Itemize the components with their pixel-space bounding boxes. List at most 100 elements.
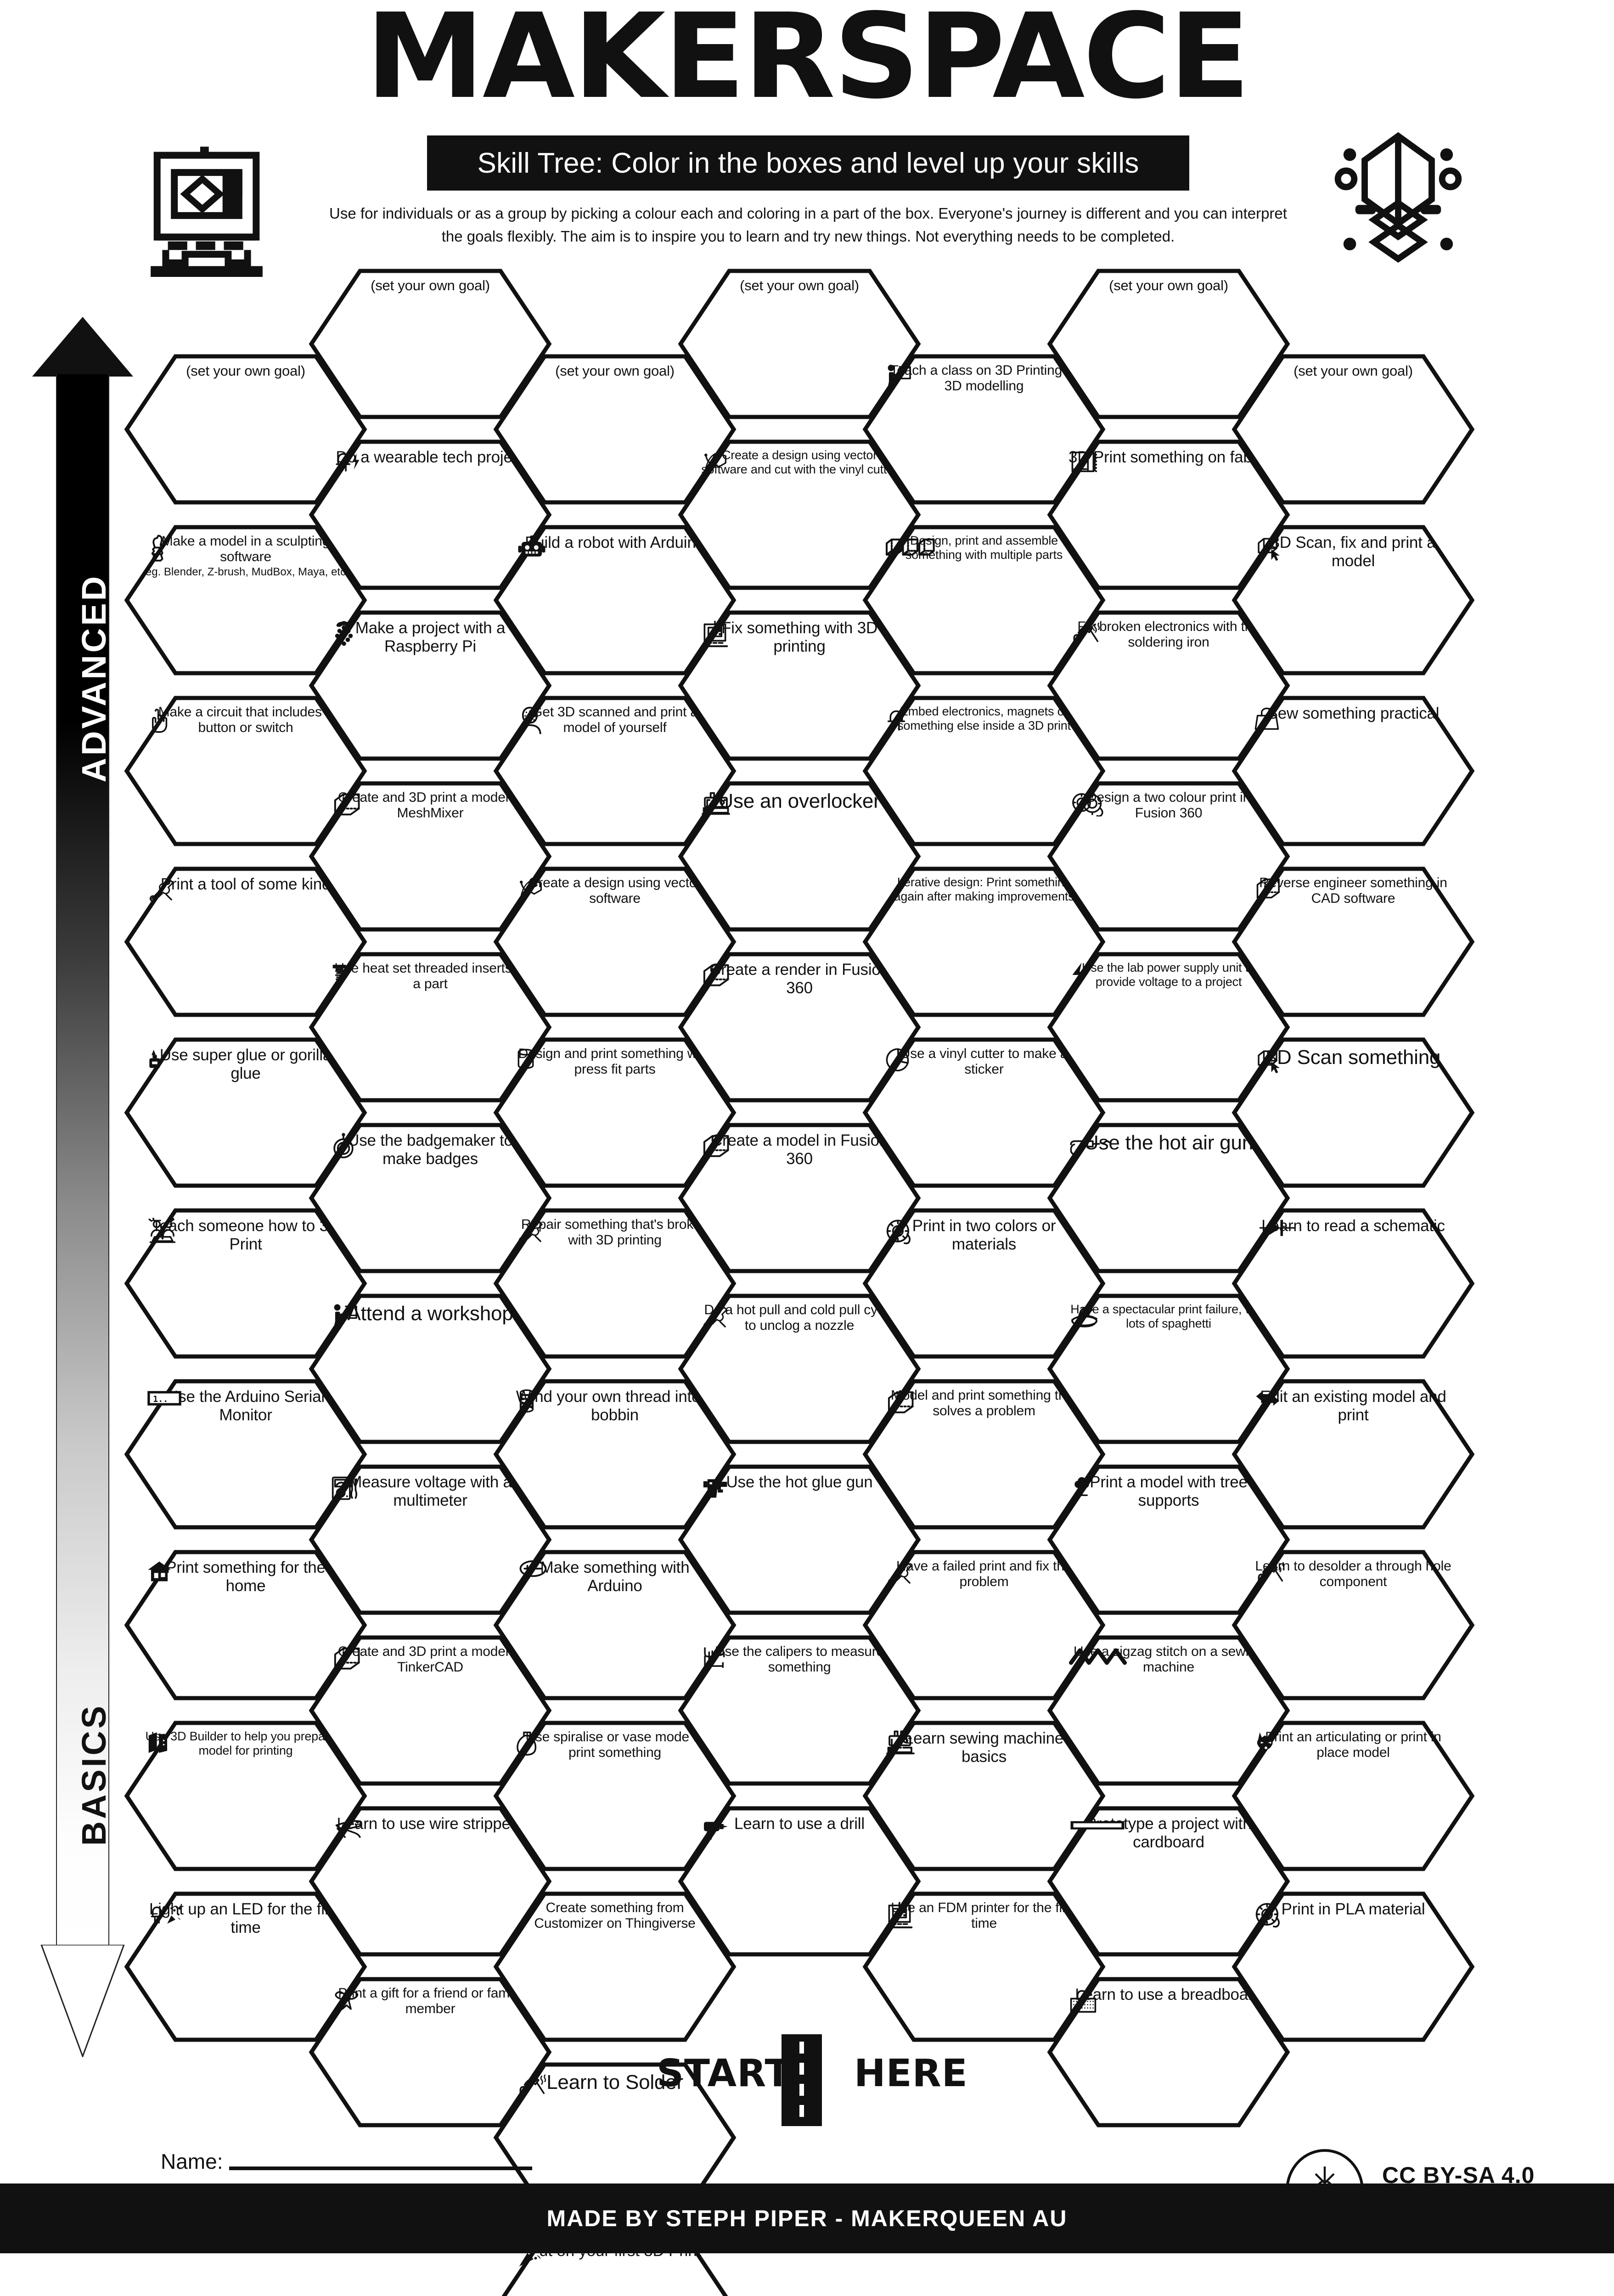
skill-hex[interactable]: Use an overlocker: [678, 781, 921, 932]
skill-hex[interactable]: Reverse engineer something in CAD softwa…: [1232, 866, 1475, 1018]
skill-label: Print a tool of some kind: [160, 875, 331, 893]
subtitle-banner: Skill Tree: Color in the boxes and level…: [427, 135, 1189, 191]
skill-hex[interactable]: Learn to use wire strippers: [309, 1806, 552, 1957]
skill-hex[interactable]: Use the Arduino Serial Monitor 1..: [124, 1379, 367, 1530]
skill-hex[interactable]: Do a wearable tech project: [309, 439, 552, 591]
skill-hex[interactable]: Use a vinyl cutter to make a sticker: [862, 1037, 1106, 1188]
skill-label: (set your own goal): [1293, 363, 1413, 379]
skill-label: 3D Scan, fix and print a model: [1271, 534, 1436, 570]
skill-hex[interactable]: Design and print something with press fi…: [493, 1037, 737, 1188]
skill-label: Print a gift for a friend or family memb…: [338, 1986, 523, 2017]
skill-label: Wind your own thread into a bobbin: [516, 1388, 714, 1424]
skill-hex[interactable]: Make a project with a Raspberry Pi: [309, 610, 552, 761]
skill-hex[interactable]: Learn to Solder: [493, 2062, 737, 2213]
skill-label: Reverse engineer something in CAD softwa…: [1259, 875, 1447, 906]
skill-hex[interactable]: Learn to use a drill: [678, 1806, 921, 1957]
skill-hex[interactable]: Print something for the home: [124, 1549, 367, 1701]
skill-hex[interactable]: Do a hot pull and cold pull cycle to unc…: [678, 1293, 921, 1445]
skill-label: Make a circuit that includes a button or…: [158, 704, 333, 736]
skill-label: Do a wearable tech project: [336, 448, 525, 466]
skill-hex[interactable]: Repair something that's broken with 3D p…: [493, 1208, 737, 1359]
skill-hex[interactable]: Prototype a project with cardboard: [1047, 1806, 1290, 1957]
skill-hex[interactable]: Have a failed print and fix the problem: [862, 1549, 1106, 1701]
skill-label: Fix broken electronics with the solderin…: [1077, 619, 1260, 650]
skill-label: 3D Print something on fabric: [1068, 448, 1269, 466]
skill-hex[interactable]: Attend a workshop: [309, 1293, 552, 1445]
footer-bar: MADE BY STEPH PIPER - MAKERQUEEN AU: [0, 2183, 1614, 2253]
skill-hex[interactable]: Wind your own thread into a bobbin: [493, 1379, 737, 1530]
skill-hex-goal-placeholder[interactable]: (set your own goal): [493, 354, 737, 505]
skill-hex[interactable]: Iterative design: Print something again …: [862, 866, 1106, 1018]
skill-hex-goal-placeholder[interactable]: (set your own goal): [1047, 268, 1290, 420]
skill-hex[interactable]: Make something with Arduino: [493, 1549, 737, 1701]
skill-hex-goal-placeholder[interactable]: (set your own goal): [124, 354, 367, 505]
skill-label: Embed electronics, magnets or something …: [897, 704, 1071, 732]
skill-hex[interactable]: Fix broken electronics with the solderin…: [1047, 610, 1290, 761]
skill-hex[interactable]: Sew something practical: [1232, 695, 1475, 847]
skill-hex[interactable]: Edit an existing model and print: [1232, 1379, 1475, 1530]
skill-hex[interactable]: Measure voltage with a multimeter: [309, 1464, 552, 1615]
skill-hex[interactable]: Use the calipers to measure something: [678, 1635, 921, 1786]
skill-hex[interactable]: Teach someone how to 3D Print: [124, 1208, 367, 1359]
skill-hex[interactable]: Light up an LED for the first time: [124, 1891, 367, 2043]
skill-hex-goal-placeholder[interactable]: (set your own goal): [1232, 354, 1475, 505]
skill-hex[interactable]: Create and 3D print a model in TinkerCAD: [309, 1635, 552, 1786]
skill-label: (set your own goal): [555, 363, 675, 379]
skill-hex[interactable]: Use 3D Builder to help you prepare a mod…: [124, 1720, 367, 1872]
skill-hex[interactable]: Create and 3D print a model in MeshMixer: [309, 781, 552, 932]
name-input-rule[interactable]: [229, 2167, 533, 2170]
skill-hex[interactable]: Get 3D scanned and print a model of your…: [493, 695, 737, 847]
skill-hex[interactable]: Fix something with 3D printing: [678, 610, 921, 761]
skill-label: Print a model with tree supports: [1090, 1473, 1248, 1509]
skill-label: Teach a class on 3D Printing or 3D model…: [890, 363, 1078, 394]
skill-hex[interactable]: Print a gift for a friend or family memb…: [309, 1976, 552, 2128]
skill-hex[interactable]: Create something from Customizer on Thin…: [493, 1891, 737, 2043]
skill-hex[interactable]: Make a model in a sculpting software eg.…: [124, 524, 367, 676]
skill-hex[interactable]: 3D Scan something: [1232, 1037, 1475, 1188]
skill-hex[interactable]: Use an FDM printer for the first time: [862, 1891, 1106, 2043]
skill-label: Create a model in Fusion 360: [710, 1131, 889, 1168]
skill-hex[interactable]: Use the hot air gun: [1047, 1122, 1290, 1274]
skill-hex[interactable]: Use the hot glue gun: [678, 1464, 921, 1615]
skill-hex[interactable]: Print a model with tree supports: [1047, 1464, 1290, 1615]
skill-label: 3D Scan something: [1265, 1046, 1441, 1069]
skill-hex-goal-placeholder[interactable]: (set your own goal): [309, 268, 552, 420]
skill-label: Use the hot air gun: [1084, 1131, 1253, 1154]
skill-hex[interactable]: Create a design using vector software: [493, 866, 737, 1018]
skill-label: Get 3D scanned and print a model of your…: [532, 704, 698, 736]
skill-hex[interactable]: Design a two colour print in Fusion 360: [1047, 781, 1290, 932]
skill-hex[interactable]: Use a zigzag stitch on a sewing machine: [1047, 1635, 1290, 1786]
skill-hex[interactable]: Print in two colors or materials: [862, 1208, 1106, 1359]
skill-hex[interactable]: Learn to use a breadboard: [1047, 1976, 1290, 2128]
skill-hex[interactable]: Design, print and assemble something wit…: [862, 524, 1106, 676]
skill-hex[interactable]: Print a tool of some kind: [124, 866, 367, 1018]
skill-hex[interactable]: Create a render in Fusion 360: [678, 951, 921, 1103]
skill-hex[interactable]: Use spiralise or vase mode to print some…: [493, 1720, 737, 1872]
skill-hex[interactable]: 3D Print something on fabric: [1047, 439, 1290, 591]
skill-label: Print an articulating or print in place …: [1265, 1729, 1441, 1761]
skill-hex[interactable]: Learn to desolder a through hole compone…: [1232, 1549, 1475, 1701]
skill-hex[interactable]: Use super glue or gorilla glue: [124, 1037, 367, 1188]
skill-hex-goal-placeholder[interactable]: (set your own goal): [678, 268, 921, 420]
skill-label: Use 3D Builder to help you prepare a mod…: [145, 1729, 346, 1757]
skill-hex[interactable]: Use the badgemaker to make badges: [309, 1122, 552, 1274]
subtitle-text: Skill Tree: Color in the boxes and level…: [477, 147, 1139, 179]
skill-hex[interactable]: Print an articulating or print in place …: [1232, 1720, 1475, 1872]
skill-hex[interactable]: Use heat set threaded inserts in a part: [309, 951, 552, 1103]
skill-hex[interactable]: Teach a class on 3D Printing or 3D model…: [862, 354, 1106, 505]
skill-hex[interactable]: Print in PLA material: [1232, 1891, 1475, 2043]
skill-hex[interactable]: 3D Scan, fix and print a model: [1232, 524, 1475, 676]
skill-hex[interactable]: Embed electronics, magnets or something …: [862, 695, 1106, 847]
skill-hex[interactable]: Learn to read a schematic: [1232, 1208, 1475, 1359]
name-field[interactable]: Name:: [161, 2149, 533, 2174]
skill-hex[interactable]: Learn sewing machine basics: [862, 1720, 1106, 1872]
skill-label: Use a vinyl cutter to make a sticker: [900, 1046, 1068, 1077]
skill-hex[interactable]: Create a design using vector software an…: [678, 439, 921, 591]
skill-hex[interactable]: Have a spectacular print failure, with l…: [1047, 1293, 1290, 1445]
skill-label: (set your own goal): [186, 363, 305, 379]
skill-hex[interactable]: Model and print something that solves a …: [862, 1379, 1106, 1530]
skill-hex[interactable]: Use the lab power supply unit to provide…: [1047, 951, 1290, 1103]
skill-hex[interactable]: Build a robot with Arduino: [493, 524, 737, 676]
skill-hex[interactable]: Make a circuit that includes a button or…: [124, 695, 367, 847]
skill-hex[interactable]: Create a model in Fusion 360: [678, 1122, 921, 1274]
